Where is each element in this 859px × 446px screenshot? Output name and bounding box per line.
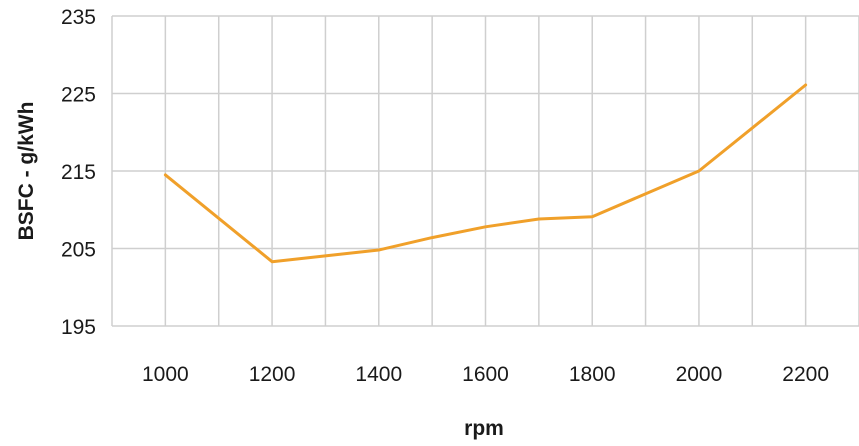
x-tick-label: 1400	[355, 363, 402, 386]
y-tick-label: 225	[61, 84, 96, 107]
x-tick-label: 1600	[462, 363, 509, 386]
y-tick-label: 235	[61, 6, 96, 29]
y-tick-label: 195	[61, 316, 96, 339]
y-axis-title: BSFC - g/kWh	[15, 102, 38, 241]
x-axis-title: rpm	[464, 417, 504, 440]
grid	[111, 15, 859, 327]
x-tick-label: 1200	[249, 363, 296, 386]
x-tick-label: 2200	[782, 363, 829, 386]
x-tick-label: 1800	[569, 363, 616, 386]
series-layer	[163, 83, 808, 264]
y-tick-label: 205	[61, 239, 96, 262]
y-tick-label: 215	[61, 161, 96, 184]
x-tick-label: 1000	[142, 363, 189, 386]
tick-labels: 1000 1200 1400 1600 1800 2000 2200 195 205 215 225…	[61, 6, 829, 386]
series-line-bsfc	[163, 83, 808, 264]
x-tick-label: 2000	[676, 363, 723, 386]
